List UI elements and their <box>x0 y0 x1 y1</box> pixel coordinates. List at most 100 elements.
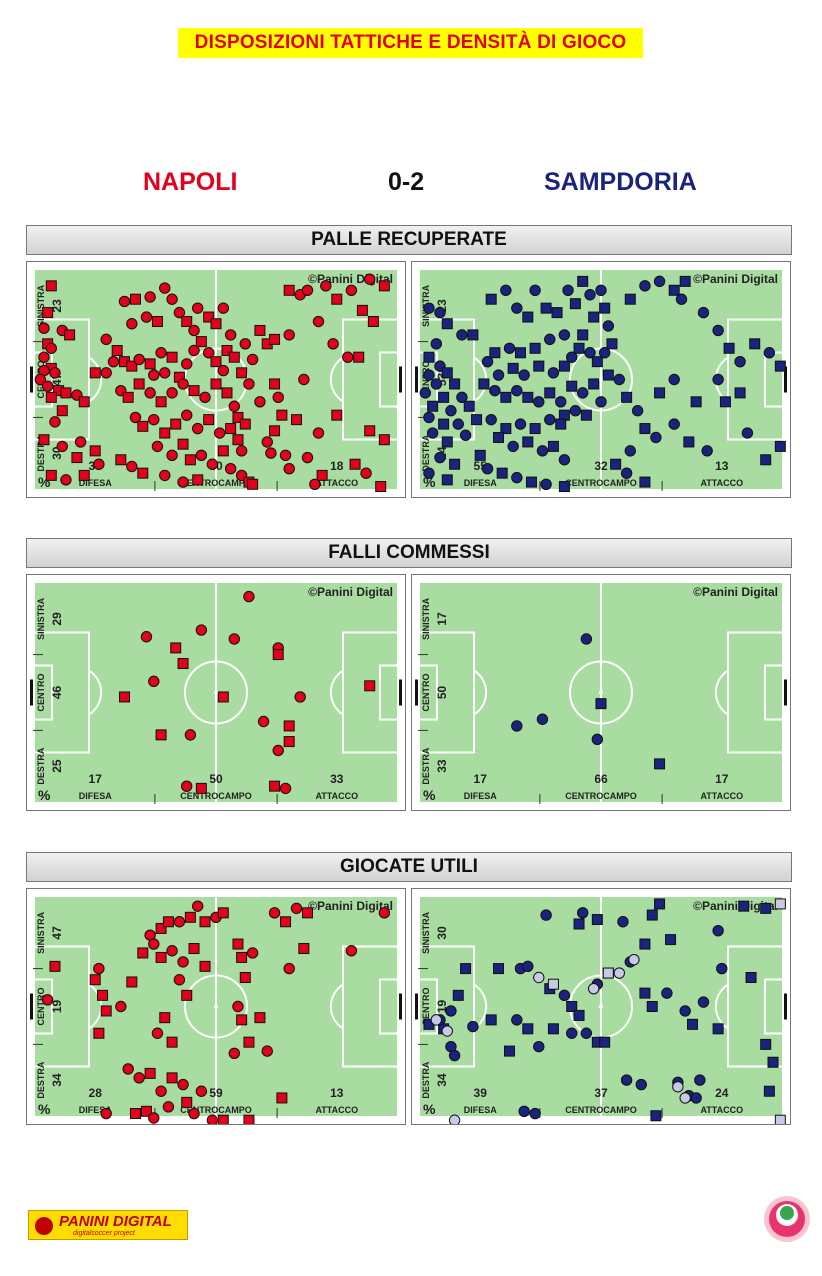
event-marker-circle <box>459 429 472 441</box>
event-marker-square <box>427 400 439 412</box>
event-marker-circle <box>566 351 578 363</box>
event-marker-circle <box>49 416 61 428</box>
event-marker-square <box>441 367 453 379</box>
event-marker-circle <box>246 947 259 959</box>
event-marker-square <box>591 914 603 926</box>
event-marker-circle <box>650 431 662 444</box>
left-goal <box>415 993 418 1020</box>
lane-label-destra: DESTRA <box>36 434 46 472</box>
event-marker-circle <box>430 378 442 390</box>
right-goal-area <box>379 664 399 721</box>
event-marker-square <box>749 338 761 350</box>
event-marker-square <box>547 440 559 452</box>
zone-value-attacco: 13 <box>715 459 729 473</box>
event-marker-circle <box>181 409 193 421</box>
event-marker-circle <box>763 347 776 359</box>
event-marker-square <box>210 318 222 330</box>
event-marker-circle <box>467 1020 479 1033</box>
lane-value-sinistra: 23 <box>50 299 64 313</box>
event-marker-square <box>566 380 578 392</box>
event-marker-square <box>217 1114 229 1124</box>
event-marker-square <box>485 293 497 305</box>
event-marker-circle <box>272 391 284 404</box>
event-marker-square <box>210 378 222 390</box>
lane-label-sinistra: SINISTRA <box>421 911 431 954</box>
event-marker-square <box>45 280 57 292</box>
event-marker-square <box>533 360 545 372</box>
lane-value-sinistra: 29 <box>50 612 64 626</box>
event-marker-circle <box>173 916 186 928</box>
event-marker-square <box>155 951 167 963</box>
event-marker-square <box>522 311 534 323</box>
event-marker-square <box>544 387 556 399</box>
panini-logo-subtext: digitalsoccer project <box>73 1230 135 1237</box>
zone-label-difesa: DIFESA <box>464 478 498 488</box>
event-marker-circle <box>155 347 167 359</box>
event-marker-square <box>500 391 512 403</box>
center-spot <box>599 690 603 695</box>
event-marker-square <box>547 1023 559 1035</box>
event-marker-square <box>654 758 666 770</box>
event-marker-circle <box>540 909 552 921</box>
neutral-event-marker-circle <box>628 953 640 966</box>
event-marker-circle <box>327 338 339 350</box>
event-marker-square <box>126 360 138 372</box>
event-marker-square <box>591 356 603 368</box>
event-marker-square <box>378 434 390 446</box>
event-marker-circle <box>283 962 295 975</box>
zone-label-centrocampo: CENTROCAMPO <box>180 1105 252 1115</box>
right-goal <box>399 366 402 393</box>
event-marker-square <box>654 387 666 399</box>
event-marker-circle <box>261 436 273 448</box>
event-marker-square <box>236 367 248 379</box>
event-marker-circle <box>345 945 358 957</box>
event-marker-circle <box>423 302 435 314</box>
event-marker-square <box>100 1005 112 1017</box>
event-marker-circle <box>100 367 112 379</box>
event-marker-circle <box>620 467 633 479</box>
event-marker-square <box>375 481 387 493</box>
lane-value-sinistra: 47 <box>50 926 64 940</box>
event-marker-square <box>155 922 167 934</box>
event-marker-square <box>558 481 570 493</box>
event-marker-circle <box>360 467 372 479</box>
event-marker-circle <box>122 1063 134 1075</box>
event-marker-square <box>485 1014 497 1026</box>
event-marker-square <box>236 1014 248 1026</box>
event-marker-circle <box>126 318 138 330</box>
event-marker-square <box>438 418 450 430</box>
falli-commessi-sampdoria-panel: ©Panini Digital DIFESA CENTROCAMPO ATTACCO 1… <box>411 574 791 811</box>
event-marker-square <box>133 378 145 390</box>
neutral-event-marker-circle <box>587 982 600 995</box>
event-marker-square <box>78 396 90 408</box>
copyright-label: ©Panini Digital <box>308 899 393 913</box>
event-marker-square <box>364 680 376 692</box>
center-circle <box>184 974 248 1039</box>
event-marker-square <box>378 280 390 292</box>
zone-value-difesa: 17 <box>89 772 103 786</box>
event-marker-square <box>217 445 229 457</box>
event-marker-circle <box>345 284 358 296</box>
giocate-utili-napoli-panel: ©Panini Digital DIFESA CENTROCAMPO ATTACCO 2… <box>26 888 406 1125</box>
event-marker-circle <box>492 369 505 381</box>
event-marker-square <box>760 454 772 466</box>
event-marker-circle <box>56 440 68 453</box>
event-marker-square <box>239 418 251 430</box>
zone-value-centrocampo: 37 <box>594 1086 608 1100</box>
event-marker-square <box>137 420 149 432</box>
event-marker-circle <box>741 427 754 439</box>
event-marker-circle <box>500 284 512 296</box>
event-marker-circle <box>166 945 178 957</box>
pitch-chart: ©Panini Digital DIFESA CENTROCAMPO ATTACCO 3… <box>415 895 787 1124</box>
event-marker-circle <box>694 1074 706 1086</box>
event-marker-circle <box>140 631 153 643</box>
event-marker-circle <box>734 355 746 368</box>
zone-label-attacco: ATTACCO <box>315 1105 358 1115</box>
event-marker-square <box>650 1110 662 1122</box>
event-marker-square <box>507 362 519 374</box>
event-marker-circle <box>257 715 270 728</box>
event-marker-square <box>177 658 189 670</box>
event-marker-circle <box>166 387 178 399</box>
panini-digital-logo: PANINI DIGITAL digitalsoccer project <box>28 1210 188 1240</box>
